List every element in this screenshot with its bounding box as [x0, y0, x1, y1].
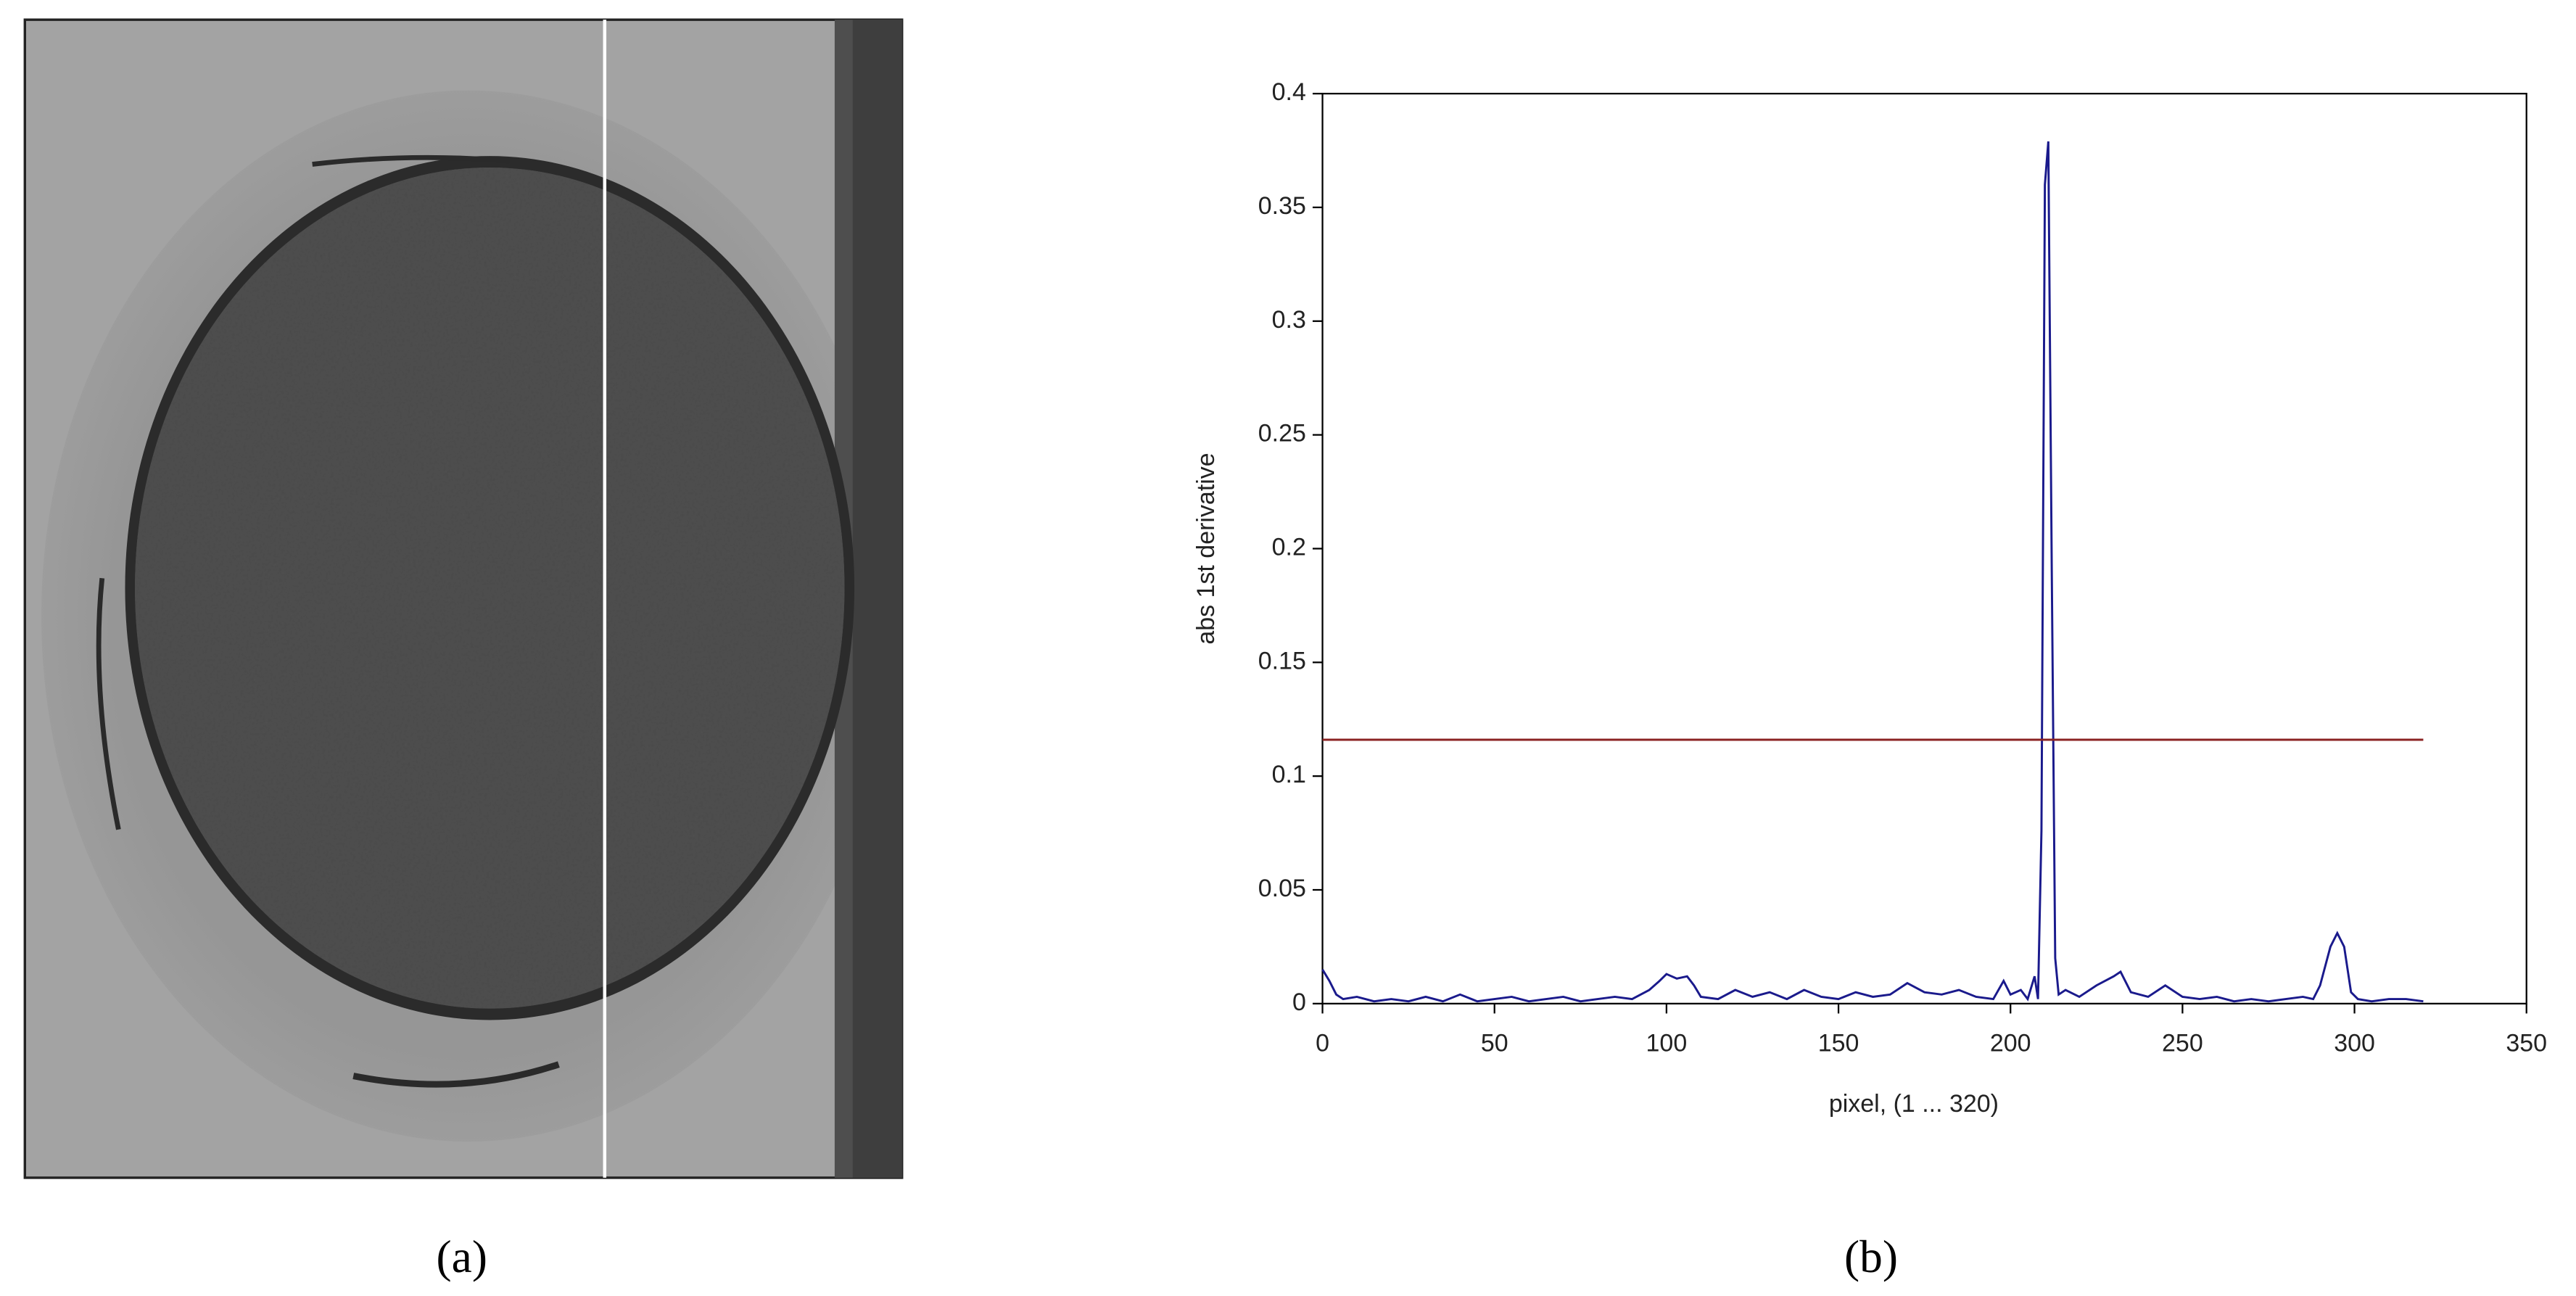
photo [23, 18, 904, 1179]
x-tick-label: 150 [1818, 1029, 1859, 1057]
y-tick-label: 0.3 [1272, 306, 1306, 334]
line [1321, 141, 2424, 1003]
plot-frame [1321, 92, 2527, 1004]
x-tick-label: 350 [2506, 1029, 2547, 1057]
x-tick-label: 100 [1646, 1029, 1688, 1057]
y-tick-label: 0 [1292, 988, 1306, 1016]
panel-label: (b) [1844, 1231, 1898, 1282]
x-tick-label: 0 [1316, 1029, 1329, 1057]
x-tick-label: 300 [2334, 1029, 2375, 1057]
y-tick-label: 0.35 [1258, 192, 1306, 220]
y-tick-label: 0.4 [1272, 78, 1306, 106]
y-tick-label: 0.2 [1272, 533, 1306, 561]
x-tick-label: 250 [2162, 1029, 2203, 1057]
y-tick-label: 0.25 [1258, 420, 1306, 447]
y-axis-label: abs 1st derivative [1192, 453, 1220, 644]
x-axis-label: pixel, (1 ... 320) [1829, 1090, 1999, 1118]
x-tick-label: 50 [1481, 1029, 1508, 1057]
x-tick-label: 200 [1990, 1029, 2031, 1057]
y-tick-label: 0.1 [1272, 761, 1306, 788]
y-tick-label: 0.05 [1258, 875, 1306, 902]
y-tick-label: 0.15 [1258, 647, 1306, 674]
panel-label: (a) [437, 1231, 487, 1282]
